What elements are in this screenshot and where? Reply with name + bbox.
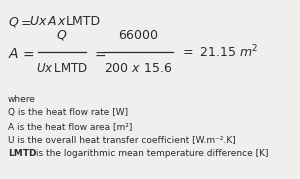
Text: $Q$: $Q$ xyxy=(8,15,19,29)
Text: where: where xyxy=(8,95,36,104)
Text: $=$: $=$ xyxy=(20,47,35,61)
Text: $x$: $x$ xyxy=(57,15,67,28)
Text: $66000$: $66000$ xyxy=(118,29,158,42)
Text: LMTD: LMTD xyxy=(8,149,37,158)
Text: LMTD: LMTD xyxy=(66,15,101,28)
Text: $=$: $=$ xyxy=(18,15,32,28)
Text: is the logarithmic mean temperature difference [K]: is the logarithmic mean temperature diff… xyxy=(33,149,268,158)
Text: A is the heat flow area [m²]: A is the heat flow area [m²] xyxy=(8,122,132,131)
Text: $=\ 21.15\ m^2$: $=\ 21.15\ m^2$ xyxy=(180,44,259,60)
Text: U is the overall heat transfer coefficient [W.m⁻².K]: U is the overall heat transfer coefficie… xyxy=(8,136,236,144)
Text: $A$: $A$ xyxy=(47,15,57,28)
Text: $Q$: $Q$ xyxy=(56,28,68,42)
Text: $200\ x\ 15.6$: $200\ x\ 15.6$ xyxy=(104,62,172,75)
Text: $Ux\,$LMTD: $Ux\,$LMTD xyxy=(36,62,88,75)
Text: $A$: $A$ xyxy=(8,47,19,61)
Text: Q is the heat flow rate [W]: Q is the heat flow rate [W] xyxy=(8,108,128,117)
Text: $=$: $=$ xyxy=(92,47,107,61)
Text: $Ux$: $Ux$ xyxy=(29,15,48,28)
